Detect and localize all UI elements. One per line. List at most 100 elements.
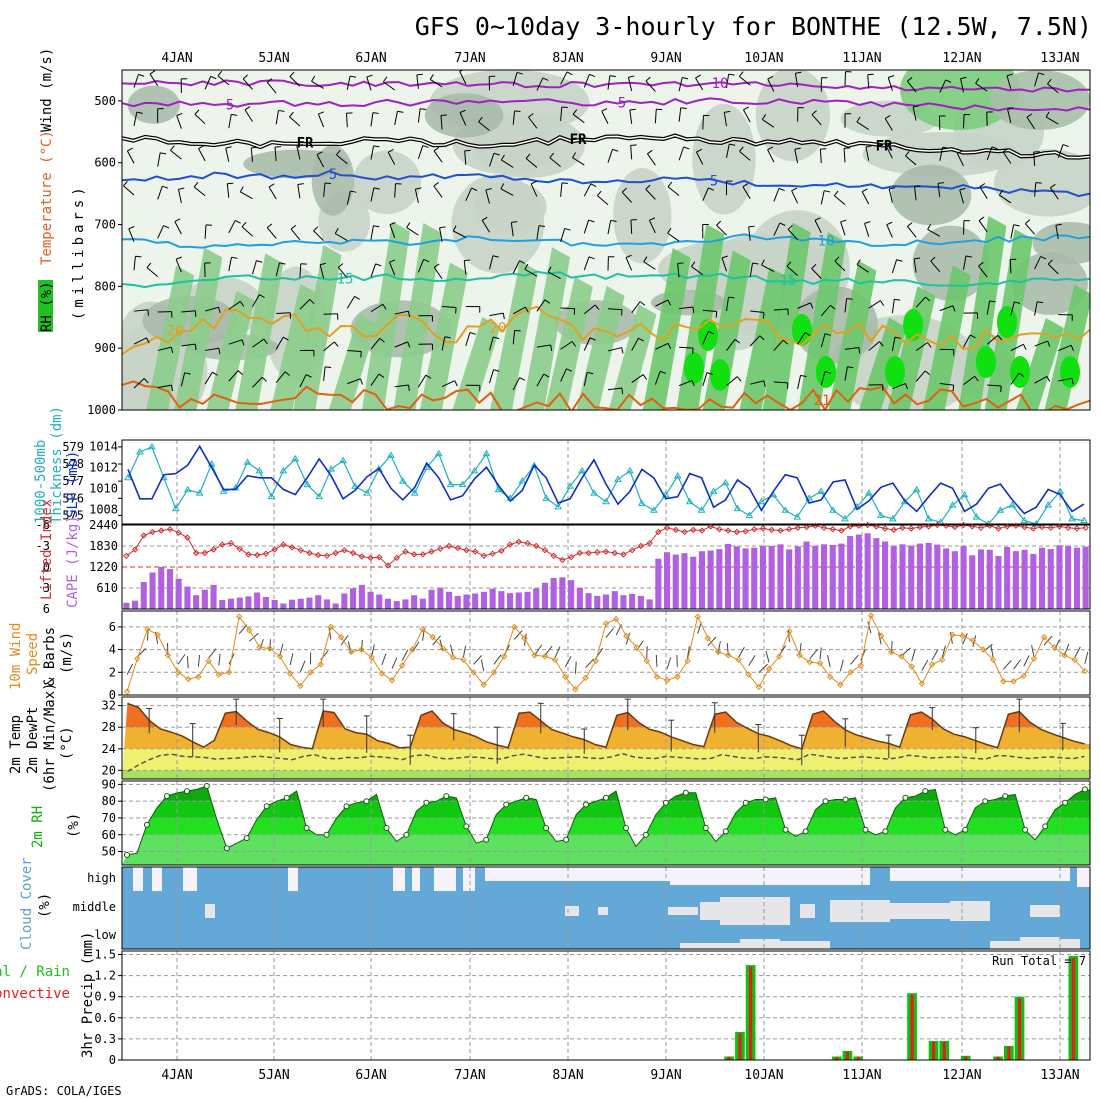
rh-core <box>976 346 996 378</box>
wind-barb-flag <box>914 257 921 260</box>
wind-barb-flag <box>691 380 695 387</box>
wind-barb-10m <box>931 649 939 661</box>
rh-point <box>183 788 190 795</box>
cloud-gap-middle <box>830 900 890 922</box>
wind-barb-flag <box>734 339 741 344</box>
cape-bar <box>437 587 444 609</box>
lifted-index-point <box>925 523 932 530</box>
wind-barb <box>905 155 917 166</box>
cloud-ticks: high middle low <box>73 871 117 942</box>
wind-speed-point <box>704 635 712 642</box>
wind-barb <box>891 259 898 274</box>
wind-barb <box>750 310 765 314</box>
wind-barb <box>819 149 822 164</box>
wind-speed-point <box>674 673 681 681</box>
wind-barb-flag <box>924 370 931 376</box>
date-label-bottom: 11JAN <box>842 1068 881 1083</box>
wind-barb <box>489 153 495 167</box>
lifted-index-point <box>716 525 723 533</box>
date-label-top: 12JAN <box>942 51 981 66</box>
panel-lifted-index-cape: -6 -3 0 3 6 610 1220 1830 2440 Lifted Index CAPE… <box>36 499 1091 616</box>
wind-barb <box>1050 187 1059 200</box>
profile-pressure-ticks: 500 600 700 800 900 1000 <box>87 94 122 417</box>
wind-barb <box>607 149 613 163</box>
slp-ylabel: SLP (mb) <box>65 451 81 518</box>
thickness-point <box>243 458 252 465</box>
thickness-point <box>219 487 228 494</box>
wind-barb <box>198 148 206 162</box>
cape-bar <box>725 543 732 609</box>
wind-barb <box>501 159 514 168</box>
wind-speed-point <box>246 627 253 634</box>
wind-barb-flag <box>227 182 234 185</box>
wind-speed-point <box>154 631 161 639</box>
rh-streak <box>828 260 877 410</box>
wind-barb-flag <box>514 110 521 113</box>
wind-barb-flag <box>175 256 182 260</box>
cloud-ylabel-1: Cloud Cover <box>19 857 35 950</box>
lifted-index-point <box>803 523 810 531</box>
wind-barb-flag <box>649 217 656 221</box>
rh-region-upper <box>990 70 1090 130</box>
wind-speed-point <box>816 660 824 667</box>
wind-barb-flag <box>642 374 648 380</box>
lifted-index-point <box>306 549 313 557</box>
wind-barb-flag <box>692 306 695 314</box>
cape-bar <box>236 597 243 609</box>
cape-bar <box>280 603 287 609</box>
wind-barb <box>868 300 881 309</box>
lifted-index-point <box>262 550 270 557</box>
wind-barb <box>252 294 260 308</box>
wind-barb-flag <box>728 73 735 76</box>
rh-streak <box>146 265 195 410</box>
wind-barb-10m <box>901 647 911 656</box>
cape-bar <box>533 588 540 609</box>
wind-barb-flag <box>138 73 145 77</box>
precip-convective-bar <box>1071 958 1075 1060</box>
wind-barb-10m <box>177 654 186 665</box>
wind-barb <box>204 76 212 90</box>
wind-barb-flag <box>927 223 932 230</box>
wind-barb <box>547 271 561 280</box>
wind-barb-flag <box>811 110 817 115</box>
wind-barb <box>133 112 138 126</box>
cloud-gap-high <box>463 867 475 891</box>
wind-barb-10m <box>480 659 485 672</box>
cape-bar <box>158 567 165 609</box>
wind-barb <box>743 109 751 123</box>
wind-barb-flag <box>544 299 551 304</box>
wind-barb-flag <box>149 70 156 75</box>
cape-bar <box>698 551 705 609</box>
cape-bar <box>821 544 828 609</box>
wind-barb <box>695 151 704 165</box>
wind-barb <box>536 225 540 240</box>
wind-barb-flag <box>550 344 553 351</box>
date-label-top: 13JAN <box>1040 51 1079 66</box>
wind-barb-flag <box>858 347 861 354</box>
thickness-point <box>637 499 646 506</box>
lifted-index-point <box>149 528 156 536</box>
wind-barb-flag <box>261 376 267 382</box>
lifted-index-point <box>271 546 278 553</box>
wind-barb <box>915 296 926 308</box>
wind-barb <box>960 78 964 93</box>
cape-bar <box>890 545 897 609</box>
wind-barb <box>887 77 893 91</box>
lifted-index-point <box>864 521 871 529</box>
wind-barb <box>157 152 161 167</box>
wind-barb <box>157 186 163 200</box>
lifted-index-point <box>341 546 348 554</box>
wind-barb <box>702 372 708 387</box>
cape-bar <box>367 591 374 609</box>
cape-bar <box>132 600 139 609</box>
date-label-bottom: 8JAN <box>552 1068 583 1083</box>
lifted-index-point <box>323 552 331 560</box>
wind-speed-point <box>796 652 803 659</box>
tick-label: 1.5 <box>94 948 116 962</box>
wind-barb-flag <box>433 146 440 152</box>
wind-barb-flag <box>162 185 169 189</box>
wind-barb <box>654 371 661 385</box>
wind-barb <box>512 330 516 345</box>
thickness-point <box>733 504 742 512</box>
rh-point <box>503 801 510 808</box>
